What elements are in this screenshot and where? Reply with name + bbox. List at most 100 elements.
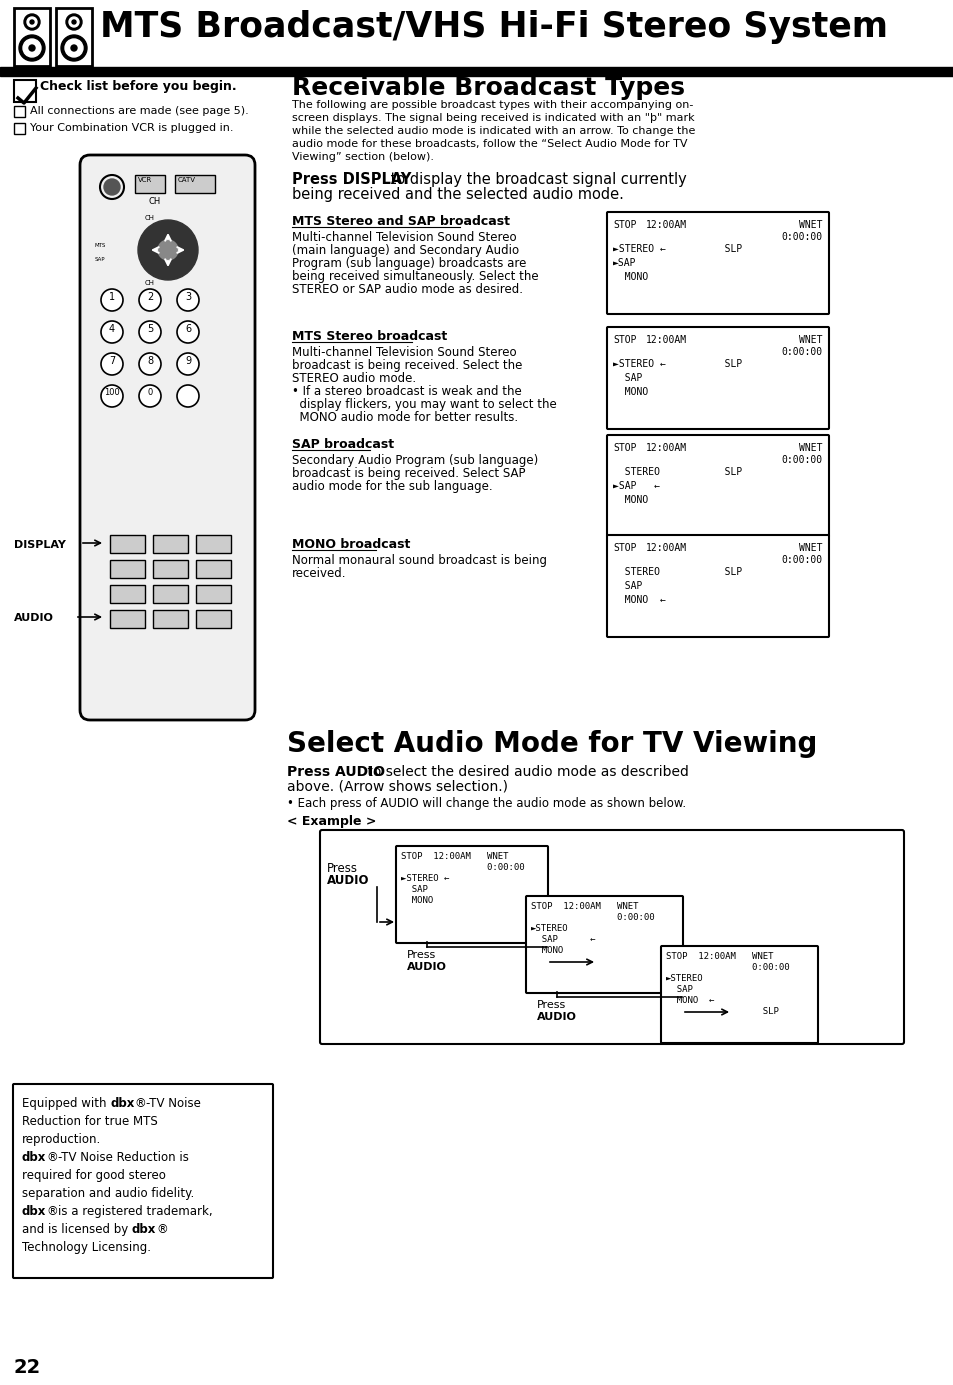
Text: Technology Licensing.: Technology Licensing. — [22, 1241, 151, 1253]
Circle shape — [71, 44, 77, 51]
FancyBboxPatch shape — [525, 896, 682, 993]
Text: SAP: SAP — [95, 258, 106, 262]
Text: audio mode for the sub language.: audio mode for the sub language. — [292, 481, 492, 493]
Text: -TV Noise: -TV Noise — [146, 1097, 201, 1109]
Text: Press DISPLAY: Press DISPLAY — [292, 172, 411, 187]
Circle shape — [66, 14, 82, 30]
Text: CH: CH — [149, 197, 161, 206]
Circle shape — [69, 17, 79, 26]
Text: WNET: WNET — [799, 443, 822, 453]
Text: Select Audio Mode for TV Viewing: Select Audio Mode for TV Viewing — [287, 730, 817, 758]
Text: Reduction for true MTS: Reduction for true MTS — [22, 1115, 157, 1127]
Text: 0:00:00: 0:00:00 — [781, 348, 822, 357]
Text: 6: 6 — [185, 324, 191, 334]
Text: MTS Stereo broadcast: MTS Stereo broadcast — [292, 330, 447, 343]
Text: 100: 100 — [104, 388, 120, 397]
Bar — [195, 560, 231, 578]
Text: 1: 1 — [109, 292, 115, 302]
Text: 12:00AM: 12:00AM — [645, 220, 686, 230]
Text: MONO: MONO — [613, 386, 648, 397]
FancyBboxPatch shape — [80, 155, 254, 720]
Text: ►STEREO ←          SLP: ►STEREO ← SLP — [613, 359, 741, 368]
Text: VCR: VCR — [138, 177, 152, 183]
Text: CH: CH — [145, 280, 154, 285]
Text: 0:00:00: 0:00:00 — [531, 913, 654, 922]
Text: Viewing” section (below).: Viewing” section (below). — [292, 152, 434, 162]
Text: Normal monaural sound broadcast is being: Normal monaural sound broadcast is being — [292, 554, 546, 566]
Text: broadcast is being received. Select the: broadcast is being received. Select the — [292, 359, 522, 373]
Text: STEREO           SLP: STEREO SLP — [613, 566, 741, 578]
Text: 0:00:00: 0:00:00 — [400, 863, 524, 873]
Bar — [110, 535, 145, 553]
Text: dbx: dbx — [22, 1205, 47, 1217]
Bar — [14, 8, 50, 66]
Text: ®: ® — [156, 1223, 168, 1235]
FancyBboxPatch shape — [395, 846, 547, 943]
Text: Multi-channel Television Sound Stereo: Multi-channel Television Sound Stereo — [292, 346, 517, 359]
Text: AUDIO: AUDIO — [537, 1012, 577, 1022]
Text: 0:00:00: 0:00:00 — [781, 555, 822, 565]
Circle shape — [104, 179, 120, 195]
Bar — [195, 609, 231, 627]
Text: Press: Press — [537, 1000, 566, 1010]
Circle shape — [101, 289, 123, 312]
Text: The following are possible broadcast types with their accompanying on-: The following are possible broadcast typ… — [292, 100, 693, 109]
Bar — [14, 80, 36, 102]
Circle shape — [101, 321, 123, 343]
Text: MONO  ←: MONO ← — [613, 596, 665, 605]
Text: Press AUDIO: Press AUDIO — [287, 765, 385, 778]
Text: WNET: WNET — [799, 220, 822, 230]
Text: MONO broadcast: MONO broadcast — [292, 537, 410, 551]
Text: WNET: WNET — [799, 543, 822, 553]
Text: broadcast is being received. Select SAP: broadcast is being received. Select SAP — [292, 467, 525, 481]
Text: ►STEREO: ►STEREO — [531, 924, 568, 933]
Text: ®: ® — [47, 1151, 58, 1163]
Text: to display the broadcast signal currently: to display the broadcast signal currentl… — [386, 172, 686, 187]
Circle shape — [23, 39, 41, 57]
Text: dbx: dbx — [22, 1151, 47, 1163]
FancyBboxPatch shape — [13, 1084, 273, 1278]
Text: MONO: MONO — [613, 271, 648, 283]
Text: Your Combination VCR is plugged in.: Your Combination VCR is plugged in. — [30, 123, 233, 133]
Circle shape — [19, 35, 45, 61]
Text: SAP      ←: SAP ← — [531, 935, 595, 945]
Text: MONO: MONO — [613, 494, 648, 506]
Bar — [152, 609, 188, 627]
FancyBboxPatch shape — [319, 830, 903, 1044]
Text: ®: ® — [47, 1205, 58, 1217]
Text: while the selected audio mode is indicated with an arrow. To change the: while the selected audio mode is indicat… — [292, 126, 695, 136]
Text: being received simultaneously. Select the: being received simultaneously. Select th… — [292, 270, 538, 283]
Text: SAP: SAP — [400, 885, 428, 893]
Text: AUDIO: AUDIO — [14, 614, 53, 623]
Bar — [195, 584, 231, 602]
Text: is a registered trademark,: is a registered trademark, — [58, 1205, 213, 1217]
Bar — [110, 609, 145, 627]
Text: 0:00:00: 0:00:00 — [781, 233, 822, 242]
Circle shape — [27, 17, 37, 26]
Text: MONO audio mode for better results.: MONO audio mode for better results. — [292, 411, 517, 424]
Text: SAP: SAP — [665, 985, 692, 994]
Circle shape — [71, 19, 76, 24]
Circle shape — [177, 353, 199, 375]
Bar — [195, 535, 231, 553]
Text: ►STEREO ←: ►STEREO ← — [400, 874, 449, 884]
Circle shape — [29, 44, 35, 51]
Text: 3: 3 — [185, 292, 191, 302]
Text: being received and the selected audio mode.: being received and the selected audio mo… — [292, 187, 623, 202]
Text: Press: Press — [407, 950, 436, 960]
Text: MONO  ←: MONO ← — [665, 996, 714, 1006]
Text: 0: 0 — [147, 388, 152, 397]
Text: -TV Noise Reduction is: -TV Noise Reduction is — [58, 1151, 189, 1163]
Circle shape — [61, 35, 87, 61]
Text: and is licensed by: and is licensed by — [22, 1223, 132, 1235]
Text: STOP: STOP — [613, 220, 636, 230]
Text: STEREO audio mode.: STEREO audio mode. — [292, 373, 416, 385]
Text: ®: ® — [134, 1097, 146, 1109]
Bar — [110, 560, 145, 578]
Text: dbx: dbx — [132, 1223, 156, 1235]
Text: STEREO           SLP: STEREO SLP — [613, 467, 741, 476]
Bar — [110, 584, 145, 602]
Text: 2: 2 — [147, 292, 153, 302]
Text: CATV: CATV — [178, 177, 195, 183]
Text: SAP broadcast: SAP broadcast — [292, 438, 394, 452]
